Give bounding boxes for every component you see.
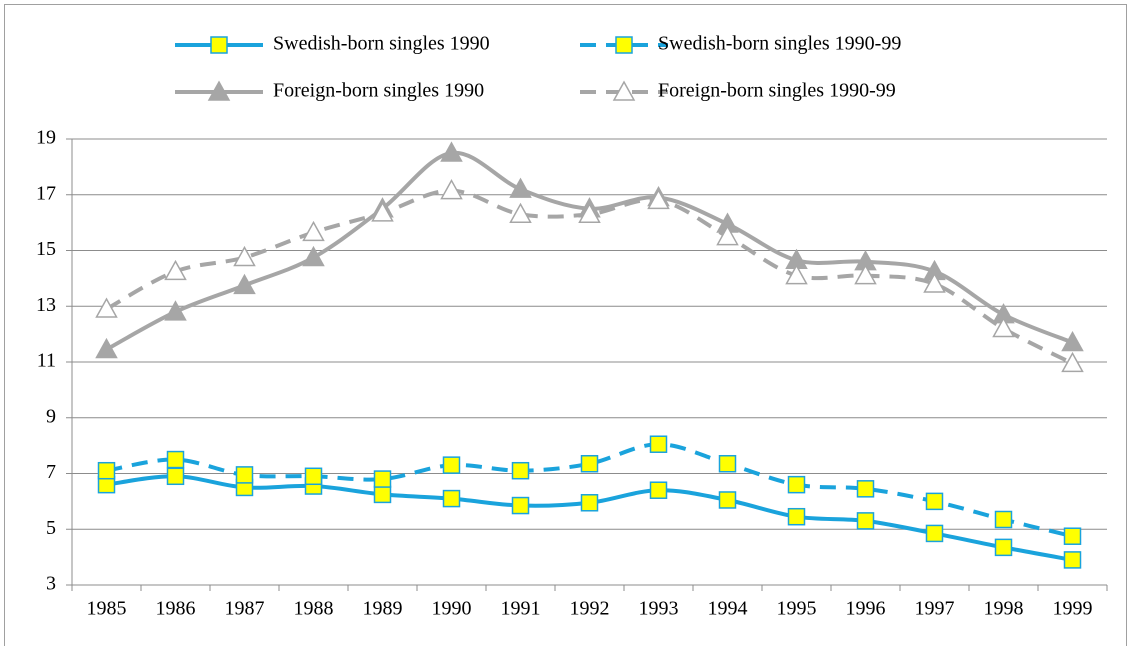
- marker: [97, 461, 116, 480]
- x-tick-label: 1986: [156, 598, 196, 620]
- marker: [166, 450, 185, 469]
- marker: [210, 36, 228, 54]
- marker: [166, 467, 185, 486]
- marker: [207, 80, 231, 101]
- marker: [164, 300, 187, 321]
- y-tick-label: 7: [46, 461, 56, 483]
- marker: [716, 225, 739, 246]
- marker: [442, 456, 461, 474]
- legend-item: Foreign-born singles 1990: [175, 80, 484, 102]
- series-line: [106, 442, 1073, 539]
- y-tick-label: 13: [36, 294, 56, 316]
- marker: [302, 245, 325, 267]
- legend-label: Swedish-born singles 1990-99: [658, 33, 901, 55]
- marker: [95, 297, 118, 318]
- marker: [304, 467, 323, 486]
- marker: [440, 179, 463, 200]
- legend-item: Swedish-born singles 1990-99: [580, 33, 901, 55]
- y-tick-label: 9: [46, 405, 56, 427]
- marker: [718, 491, 737, 509]
- x-tick-label: 1990: [432, 598, 472, 620]
- marker: [994, 510, 1013, 529]
- marker: [233, 245, 256, 267]
- marker: [373, 470, 392, 488]
- marker: [302, 220, 325, 242]
- marker: [440, 141, 463, 162]
- y-tick-label: 19: [36, 127, 56, 149]
- marker: [509, 177, 532, 198]
- marker: [856, 480, 875, 498]
- marker: [649, 435, 668, 453]
- marker: [787, 507, 806, 526]
- marker: [925, 492, 944, 511]
- marker: [371, 201, 394, 222]
- marker: [511, 496, 530, 515]
- x-tick-label: 1988: [294, 598, 334, 620]
- marker: [923, 272, 946, 293]
- marker: [442, 489, 461, 508]
- x-tick-label: 1985: [87, 598, 127, 620]
- x-tick-label: 1987: [225, 598, 265, 620]
- x-tick-label: 1997: [915, 598, 955, 620]
- marker: [854, 264, 877, 285]
- x-tick-label: 1998: [984, 598, 1024, 620]
- y-tick-label: 5: [46, 517, 56, 539]
- legend-item: Foreign-born singles 1990-99: [580, 80, 896, 102]
- x-tick-label: 1993: [639, 598, 679, 620]
- x-tick-label: 1992: [570, 598, 610, 620]
- marker: [233, 273, 256, 295]
- marker: [1061, 330, 1084, 352]
- y-tick-label: 11: [37, 350, 56, 372]
- marker: [509, 202, 532, 224]
- marker: [164, 259, 187, 281]
- marker: [787, 475, 806, 494]
- marker: [95, 337, 118, 359]
- marker: [992, 317, 1015, 338]
- x-tick-label: 1989: [363, 598, 403, 620]
- marker: [612, 80, 636, 101]
- marker: [925, 524, 944, 543]
- marker: [994, 538, 1013, 557]
- y-tick-label: 17: [36, 182, 56, 204]
- marker: [1063, 551, 1082, 569]
- marker: [580, 494, 599, 512]
- marker: [373, 485, 392, 504]
- x-tick-label: 1991: [501, 598, 541, 620]
- x-tick-label: 1995: [777, 598, 817, 620]
- marker: [580, 454, 599, 473]
- x-tick-label: 1996: [846, 598, 886, 620]
- marker: [578, 202, 601, 224]
- legend-label: Foreign-born singles 1990: [273, 80, 484, 102]
- marker: [718, 454, 737, 473]
- marker: [511, 461, 530, 480]
- marker: [785, 264, 808, 285]
- legend-label: Swedish-born singles 1990: [273, 33, 490, 55]
- marker: [1063, 527, 1082, 545]
- legend-label: Foreign-born singles 1990-99: [658, 80, 896, 102]
- x-tick-label: 1999: [1053, 598, 1093, 620]
- marker: [647, 188, 670, 210]
- marker: [615, 36, 633, 54]
- x-tick-label: 1994: [708, 598, 748, 620]
- marker: [235, 466, 254, 484]
- chart-frame: [4, 4, 1127, 646]
- legend-item: Swedish-born singles 1990: [175, 33, 490, 55]
- y-tick-label: 3: [46, 573, 56, 595]
- marker: [856, 512, 875, 530]
- marker: [1061, 351, 1084, 373]
- marker: [649, 481, 668, 499]
- y-tick-label: 15: [36, 238, 56, 260]
